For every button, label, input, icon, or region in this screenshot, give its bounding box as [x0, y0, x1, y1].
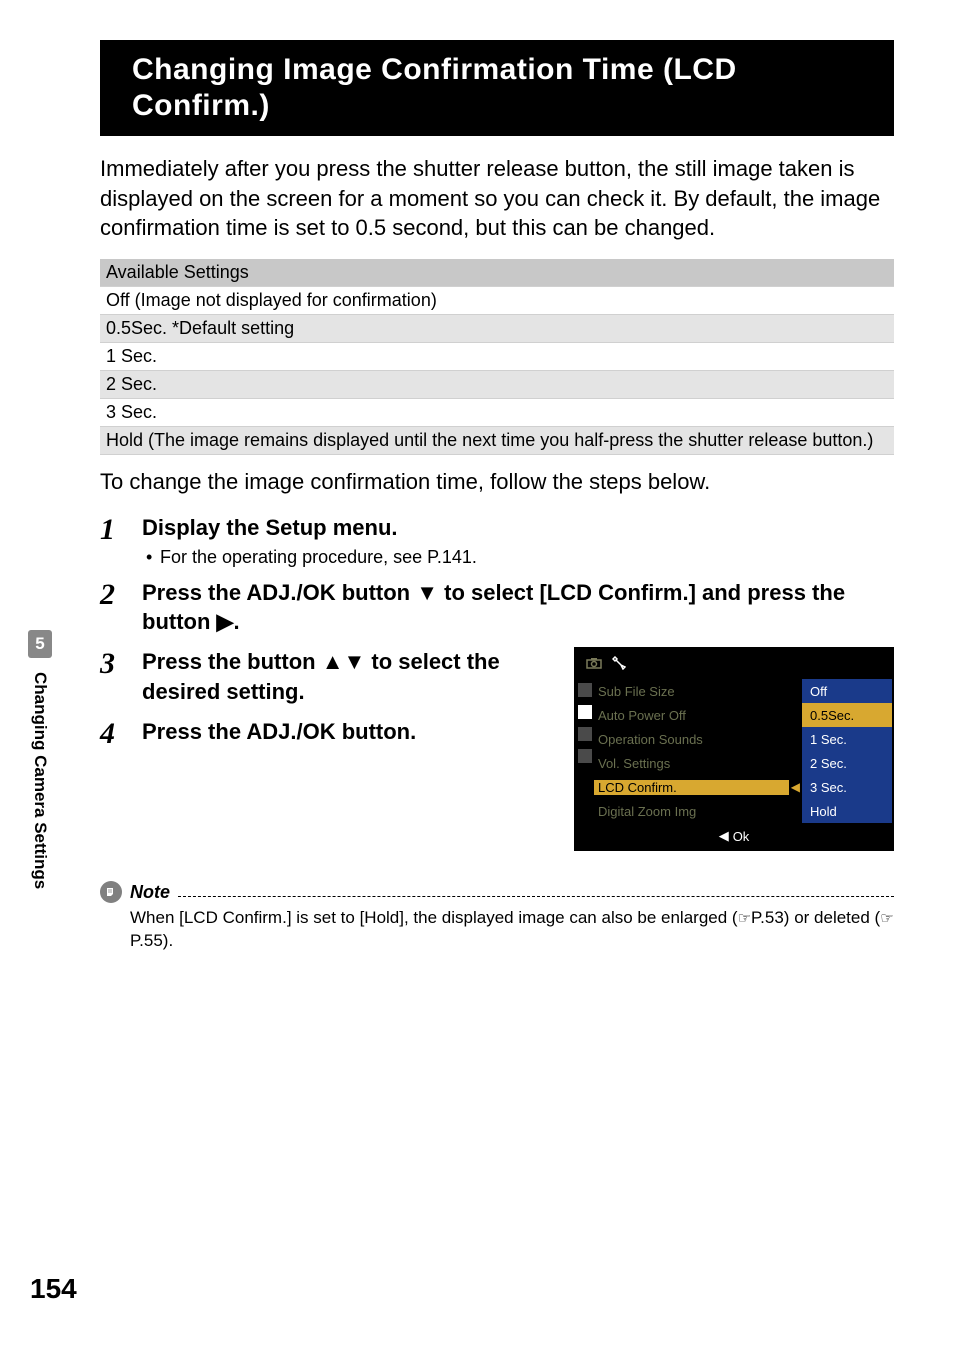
step-2: 2 Press the ADJ./OK button ▼ to select [… — [100, 578, 894, 637]
step-title: Press the ADJ./OK button. — [142, 717, 554, 747]
step-4: 4 Press the ADJ./OK button. — [100, 717, 554, 749]
intro-paragraph: Immediately after you press the shutter … — [100, 154, 894, 243]
step-title: Display the Setup menu. — [142, 513, 894, 543]
step-subtext: For the operating procedure, see P.141. — [142, 547, 894, 568]
instruction-text: To change the image confirmation time, f… — [100, 469, 894, 495]
lcd-footer-arrow-icon: ◀ — [719, 828, 729, 844]
chapter-label: Changing Camera Settings — [30, 672, 50, 889]
lcd-label: Vol. Settings — [594, 756, 802, 771]
table-row: Off (Image not displayed for confirmatio… — [100, 287, 894, 315]
table-row: 0.5Sec. *Default setting — [100, 315, 894, 343]
step-text: Press the button — [142, 649, 322, 674]
step-number: 2 — [100, 578, 142, 637]
table-row: 1 Sec. — [100, 343, 894, 371]
lcd-indicator — [578, 727, 592, 741]
camera-icon — [586, 656, 602, 672]
lcd-label: Sub File Size — [594, 684, 802, 699]
settings-table: Available Settings Off (Image not displa… — [100, 259, 894, 455]
section-header: Changing Image Confirmation Time (LCD Co… — [100, 40, 894, 136]
lcd-label: Digital Zoom Img — [594, 804, 802, 819]
note-label: Note — [130, 882, 170, 903]
table-row: Hold (The image remains displayed until … — [100, 427, 894, 455]
lcd-row: Auto Power Off 0.5Sec. — [594, 703, 892, 727]
step-1: 1 Display the Setup menu. For the operat… — [100, 513, 894, 568]
side-tab: 5 Changing Camera Settings — [28, 630, 52, 889]
note-text: P.53) or deleted ( — [751, 908, 880, 927]
step-text: Press the ADJ./OK button — [142, 580, 416, 605]
lcd-footer: ◀ Ok — [576, 823, 892, 849]
step-row-container: 3 Press the button ▲▼ to select the desi… — [100, 647, 894, 851]
step-3: 3 Press the button ▲▼ to select the desi… — [100, 647, 554, 706]
lcd-label: Operation Sounds — [594, 732, 802, 747]
steps-list: 1 Display the Setup menu. For the operat… — [100, 513, 894, 637]
lcd-indicator — [578, 683, 592, 697]
lcd-value: Hold — [802, 799, 892, 823]
section-title: Changing Image Confirmation Time (LCD Co… — [132, 52, 876, 124]
step-text: . — [233, 609, 239, 634]
step-number: 3 — [100, 647, 142, 706]
right-triangle-icon: ▶ — [217, 607, 234, 637]
note-icon — [100, 881, 122, 903]
lcd-row: Vol. Settings 2 Sec. — [594, 751, 892, 775]
lcd-label: Auto Power Off — [594, 708, 802, 723]
step-number: 4 — [100, 717, 142, 749]
note-body: When [LCD Confirm.] is set to [Hold], th… — [100, 907, 894, 953]
table-header: Available Settings — [100, 259, 894, 287]
lcd-topbar — [576, 649, 892, 679]
lcd-items: Sub File Size Off Auto Power Off 0.5Sec.… — [594, 679, 892, 823]
lcd-indicator-column — [576, 679, 594, 823]
table-row: 3 Sec. — [100, 399, 894, 427]
wrench-icon — [612, 656, 626, 673]
hand-pointer-icon: ☞ — [880, 909, 893, 929]
lcd-box: Sub File Size Off Auto Power Off 0.5Sec.… — [574, 647, 894, 851]
step-title: Press the button ▲▼ to select the desire… — [142, 647, 554, 706]
up-down-triangle-icon: ▲▼ — [322, 647, 366, 677]
lcd-label-selected: LCD Confirm. — [594, 780, 789, 795]
table-row: 2 Sec. — [100, 371, 894, 399]
lcd-value: 3 Sec. — [802, 775, 892, 799]
lcd-footer-text: Ok — [733, 829, 750, 844]
hand-pointer-icon: ☞ — [738, 909, 751, 929]
lcd-value: 1 Sec. — [802, 727, 892, 751]
lcd-caret-icon: ◀ — [789, 780, 802, 794]
steps-list-continued: 3 Press the button ▲▼ to select the desi… — [100, 647, 554, 748]
note-header: Note — [100, 881, 894, 903]
step-title: Press the ADJ./OK button ▼ to select [LC… — [142, 578, 894, 637]
step-number: 1 — [100, 513, 142, 568]
lcd-preview: Sub File Size Off Auto Power Off 0.5Sec.… — [574, 647, 894, 851]
lcd-row: Operation Sounds 1 Sec. — [594, 727, 892, 751]
lcd-row: LCD Confirm. ◀ 3 Sec. — [594, 775, 892, 799]
note-section: Note When [LCD Confirm.] is set to [Hold… — [100, 881, 894, 953]
note-text: When [LCD Confirm.] is set to [Hold], th… — [130, 908, 738, 927]
lcd-row: Sub File Size Off — [594, 679, 892, 703]
down-triangle-icon: ▼ — [416, 578, 438, 608]
lcd-value: 0.5Sec. — [802, 703, 892, 727]
note-divider — [178, 887, 894, 897]
lcd-row: Digital Zoom Img Hold — [594, 799, 892, 823]
page-number: 154 — [30, 1273, 77, 1305]
chapter-number: 5 — [28, 630, 52, 658]
lcd-indicator — [578, 749, 592, 763]
lcd-value: 2 Sec. — [802, 751, 892, 775]
note-text: P.55). — [130, 931, 173, 950]
lcd-indicator — [578, 705, 592, 719]
lcd-value: Off — [802, 679, 892, 703]
lcd-menu: Sub File Size Off Auto Power Off 0.5Sec.… — [576, 679, 892, 823]
